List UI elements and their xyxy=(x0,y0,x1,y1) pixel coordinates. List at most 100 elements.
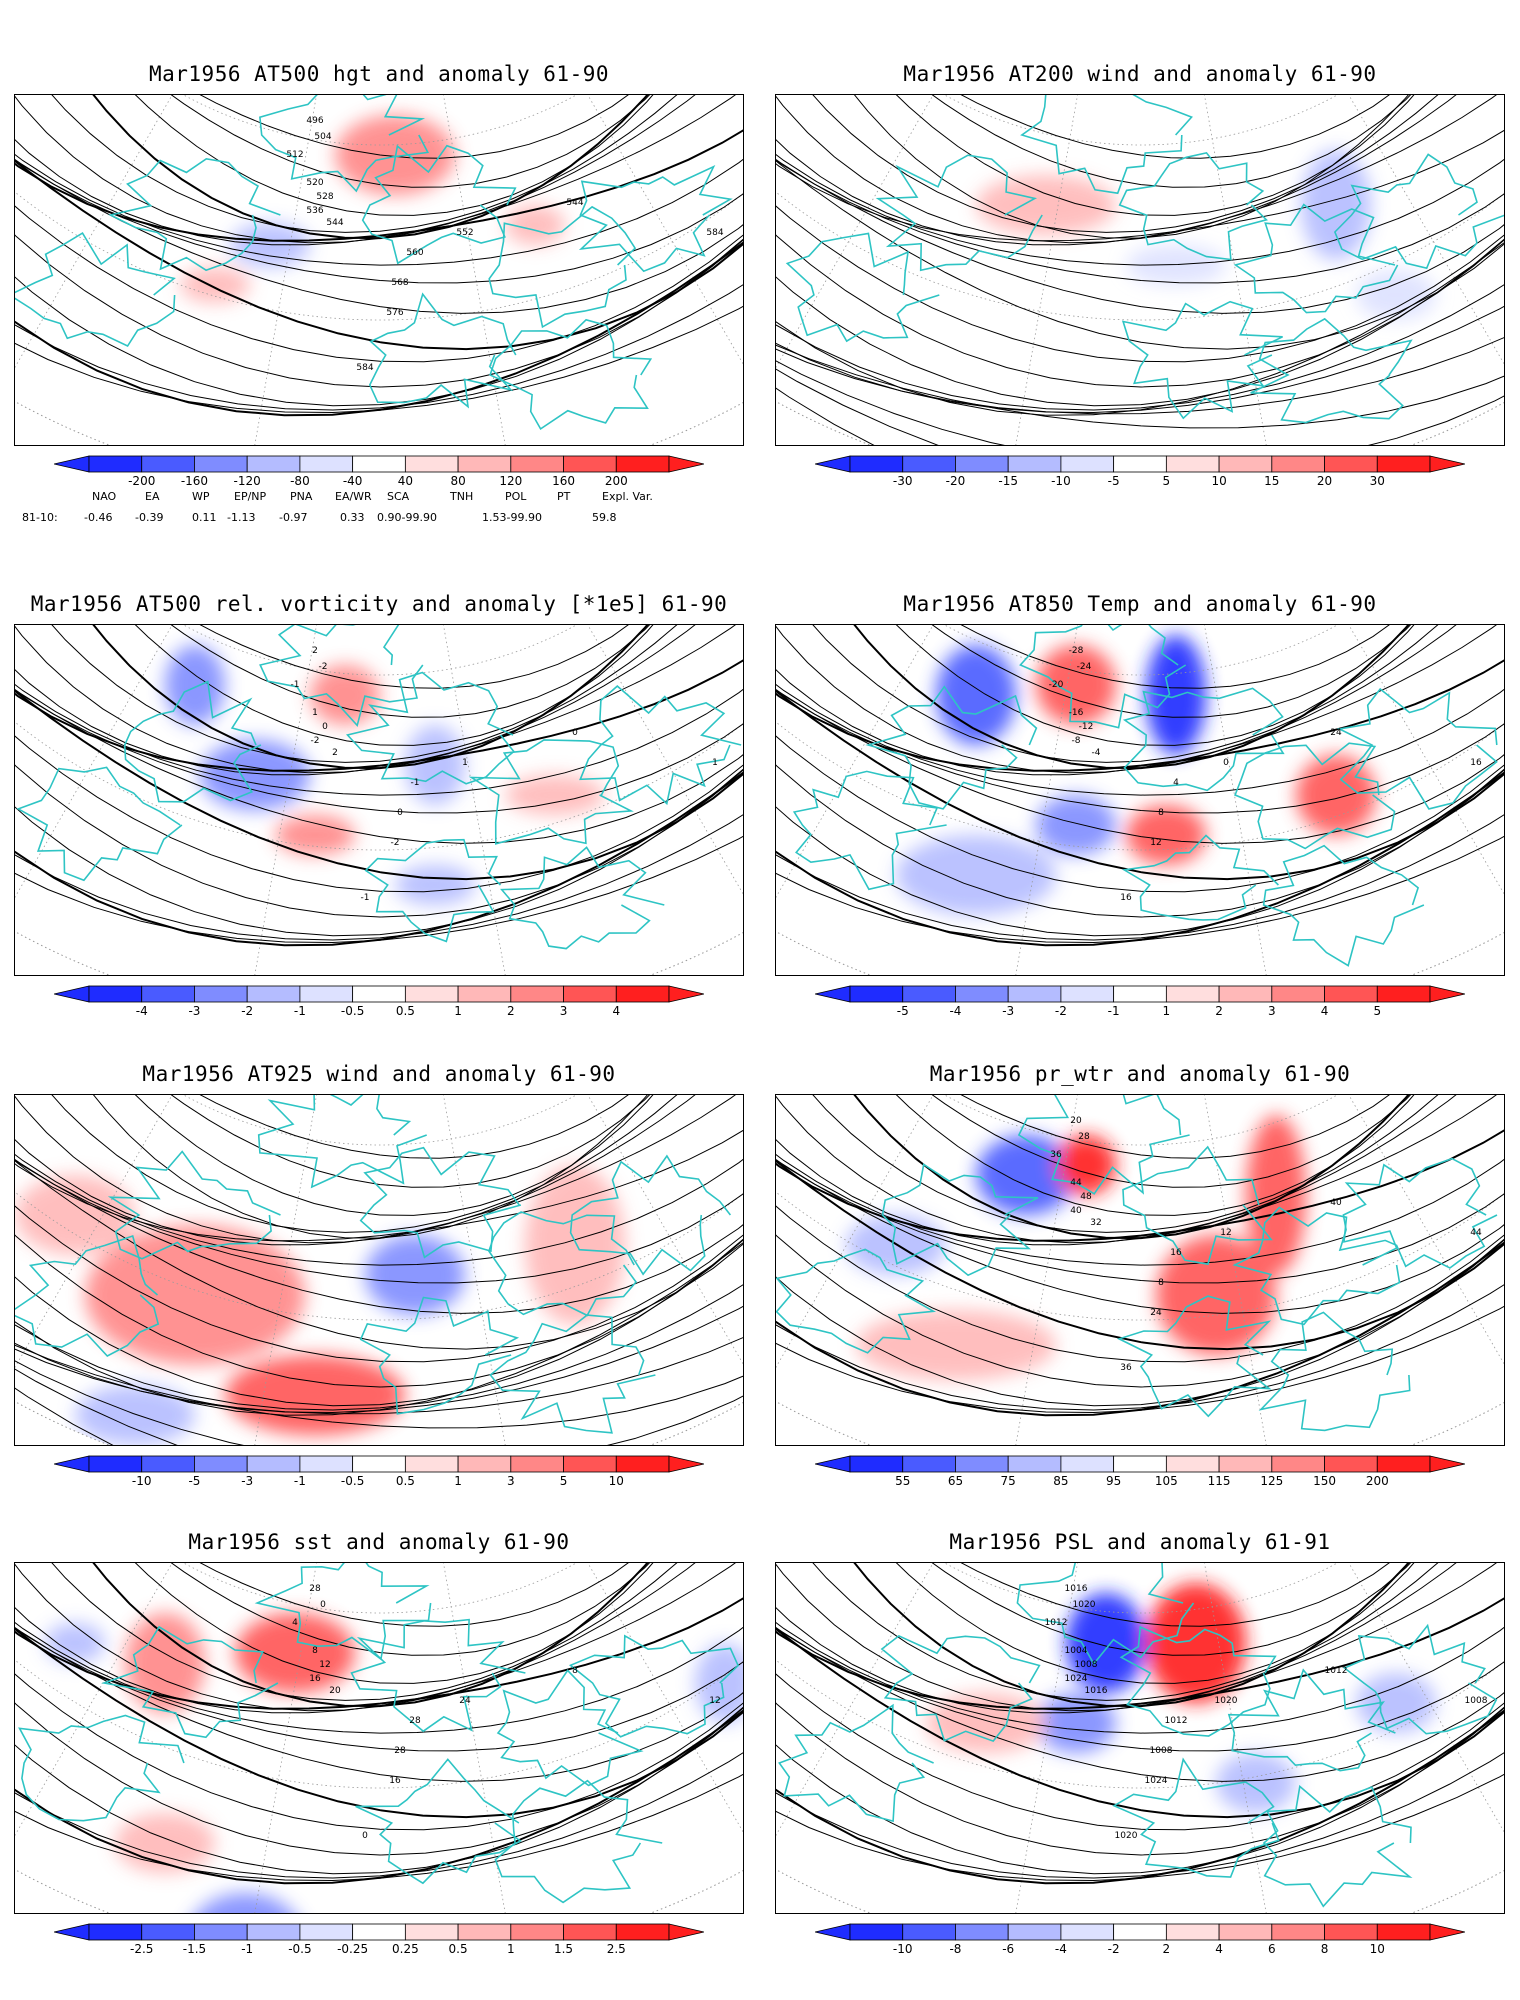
colorbar-segment xyxy=(1165,985,1220,1003)
colorbar-segment xyxy=(299,455,354,473)
contour-line xyxy=(776,1563,1504,1752)
index-value: -0.97 xyxy=(279,511,308,524)
contour-label: -20 xyxy=(1049,680,1064,690)
colorbar-tick-label: 10 xyxy=(1211,474,1227,488)
contour-line xyxy=(776,1563,1504,1875)
contour-line xyxy=(776,1095,1504,1407)
colorbar-segment xyxy=(1376,1455,1431,1473)
contour-line xyxy=(776,625,1504,893)
index-value: 0.33 xyxy=(340,511,365,524)
contour-line xyxy=(15,625,743,893)
colorbar-arrow-high xyxy=(668,455,704,473)
contour-label: -12 xyxy=(1079,722,1094,732)
contour-line xyxy=(776,1095,1504,1188)
colorbar-tick-label: -6 xyxy=(1002,1942,1015,1956)
streamline xyxy=(776,95,1504,242)
hemisphere xyxy=(776,1563,1504,1913)
colorbar-arrow-low xyxy=(815,1923,851,1941)
meridian-line xyxy=(1008,95,1142,445)
panel-sst: Mar1956 sst and anomaly 61-90 28 0 4 8 12 16 20… xyxy=(14,1530,744,2000)
colorbar-segment xyxy=(246,1455,301,1473)
colorbar-tick-label: -2 xyxy=(241,1004,254,1018)
contour-label: -24 xyxy=(1077,662,1092,672)
contour-line xyxy=(776,1563,1504,1882)
colorbar-segment xyxy=(955,985,1009,1003)
coastline xyxy=(1227,1668,1396,1772)
coastline xyxy=(1119,1625,1277,1737)
index-header: EA xyxy=(145,490,160,503)
contour-label: 576 xyxy=(386,308,403,318)
meridian-line xyxy=(379,1563,513,1913)
anomaly-patch xyxy=(395,865,475,905)
colorbar-segment xyxy=(404,455,459,473)
panel-title: Mar1956 AT925 wind and anomaly 61-90 xyxy=(142,1062,616,1086)
coastline xyxy=(569,1154,732,1276)
map-frame: -28-24-20-16-12-8-40481216202416 xyxy=(775,624,1505,976)
coastline xyxy=(1112,1757,1280,1878)
colorbar-segment xyxy=(141,1455,195,1473)
anomaly-patch xyxy=(180,267,250,303)
contour-label: 8 xyxy=(312,1646,318,1656)
colorbar-tick-label: -5 xyxy=(896,1004,909,1018)
colorbar-segment xyxy=(1271,1923,1325,1941)
colorbar-tick-label: 4 xyxy=(612,1004,621,1018)
coastline xyxy=(254,1563,432,1661)
contour-label: 1020 xyxy=(1215,1696,1238,1706)
colorbar-arrow-high xyxy=(668,1923,704,1941)
coastline xyxy=(778,1703,934,1823)
index-header: Expl. Var. xyxy=(602,490,653,503)
streamline xyxy=(15,1095,743,1246)
colorbar-tick-label: 65 xyxy=(947,1474,964,1488)
streamline xyxy=(776,95,1504,188)
colorbar-segment xyxy=(1324,455,1378,473)
hemisphere xyxy=(15,1095,743,1445)
contour-label: 28 xyxy=(409,1716,421,1726)
contour-label: 568 xyxy=(391,278,408,288)
contour-line xyxy=(776,625,1504,918)
contour-label: 544 xyxy=(326,218,343,228)
contour-line xyxy=(15,1563,743,1734)
colorbar-segment xyxy=(902,985,956,1003)
contour-label: 1004 xyxy=(1065,1646,1088,1656)
colorbar-segment xyxy=(902,1923,956,1941)
streamline xyxy=(776,95,1504,266)
streamlines xyxy=(15,1095,743,1445)
latitude-circle xyxy=(776,1563,1504,1913)
coastline xyxy=(18,1714,185,1822)
contour-label: 584 xyxy=(356,363,373,373)
colorbar-tick-label: 125 xyxy=(1260,1474,1284,1488)
coastline xyxy=(359,1146,522,1259)
streamline xyxy=(15,1095,743,1415)
streamline xyxy=(15,1095,743,1388)
colorbar-segment xyxy=(1218,455,1273,473)
coastline xyxy=(16,766,183,882)
streamline xyxy=(776,95,1504,414)
contour-line xyxy=(15,1563,743,1712)
contour-line xyxy=(776,1095,1504,1363)
hemisphere-edge xyxy=(776,1868,1504,1913)
contour-label: -8 xyxy=(1072,736,1081,746)
anomaly-patch xyxy=(1146,635,1206,755)
index-header: TNH xyxy=(450,490,474,503)
latitude-circle xyxy=(15,1095,743,1146)
colorbar-segment xyxy=(299,1923,354,1941)
contour-label: 1 xyxy=(312,708,318,718)
colorbar: -10 -8 -6 -4 -2 2 4 6 8 10 xyxy=(815,1922,1465,1966)
colorbar-tick-label: -40 xyxy=(342,474,363,488)
index-value: 59.8 xyxy=(592,511,617,524)
contour-label: 40 xyxy=(1330,1198,1342,1208)
anomaly-patch xyxy=(1036,795,1116,855)
colorbar-segment xyxy=(1271,1455,1325,1473)
panel-at925-wind: Mar1956 AT925 wind and anomaly 61-90 -10-… xyxy=(14,1062,744,1532)
index-header: PNA xyxy=(290,490,313,503)
contour-label: 28 xyxy=(394,1746,406,1756)
panel-at200-wind: Mar1956 AT200 wind and anomaly 61-90 -30-… xyxy=(775,62,1505,532)
coastline xyxy=(489,1314,656,1434)
coastline xyxy=(1333,153,1504,270)
contour-label: 1020 xyxy=(1073,1600,1096,1610)
coastline xyxy=(468,739,634,845)
streamline xyxy=(15,1095,743,1363)
colorbar-scale xyxy=(54,1923,704,1941)
colorbar-tick-label: 5 xyxy=(559,1474,568,1488)
